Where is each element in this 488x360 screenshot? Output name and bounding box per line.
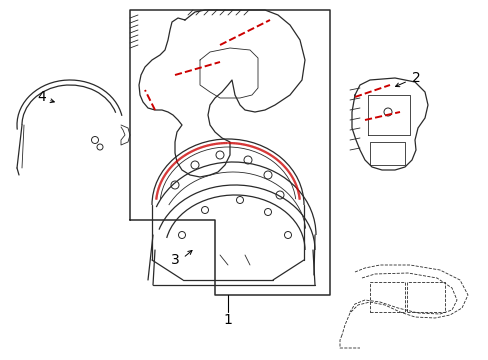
Text: 2: 2 [411, 71, 420, 85]
Text: 4: 4 [38, 90, 46, 104]
Text: 3: 3 [170, 253, 179, 267]
Text: 1: 1 [223, 313, 232, 327]
